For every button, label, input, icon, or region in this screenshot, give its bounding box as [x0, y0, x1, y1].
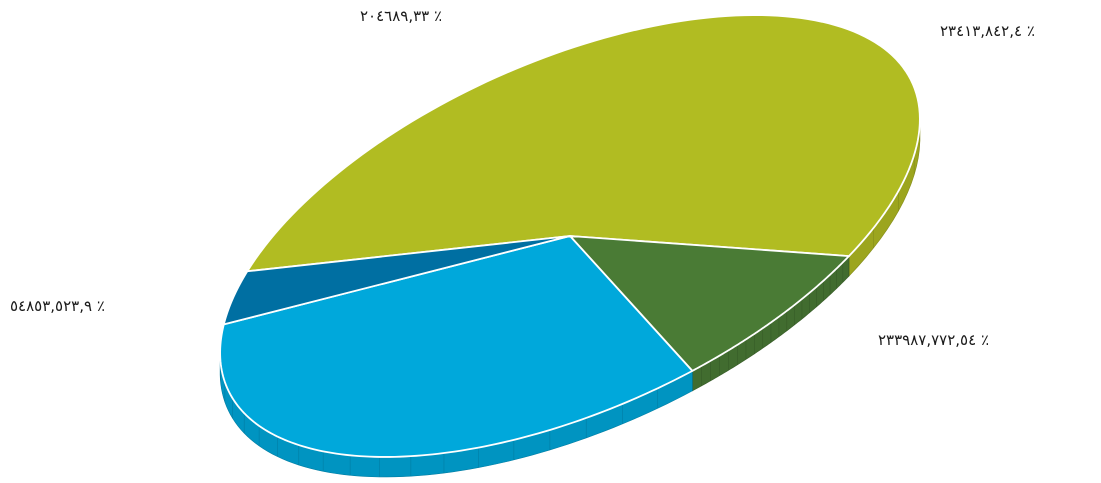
pie-top-faces [219, 14, 921, 458]
slice-label-light-blue: ٢٠٤٦٨٩,٣٣ ٪ [360, 7, 443, 25]
slice-label-green: ٢٣٣٩٨٧,٧٧٢,٥٤ ٪ [878, 331, 989, 349]
pie-slice-1 [569, 235, 850, 372]
pie-slice-3 [222, 235, 571, 326]
pie-slice-0 [246, 14, 921, 273]
slice-label-dark-green: ٥٤٨٥٣,٥٢٣,٩ ٪ [10, 297, 105, 315]
slice-label-dark-blue: ٢٣٤١٣,٨٤٢,٤ ٪ [940, 22, 1035, 40]
pie-slice-2 [219, 235, 694, 458]
